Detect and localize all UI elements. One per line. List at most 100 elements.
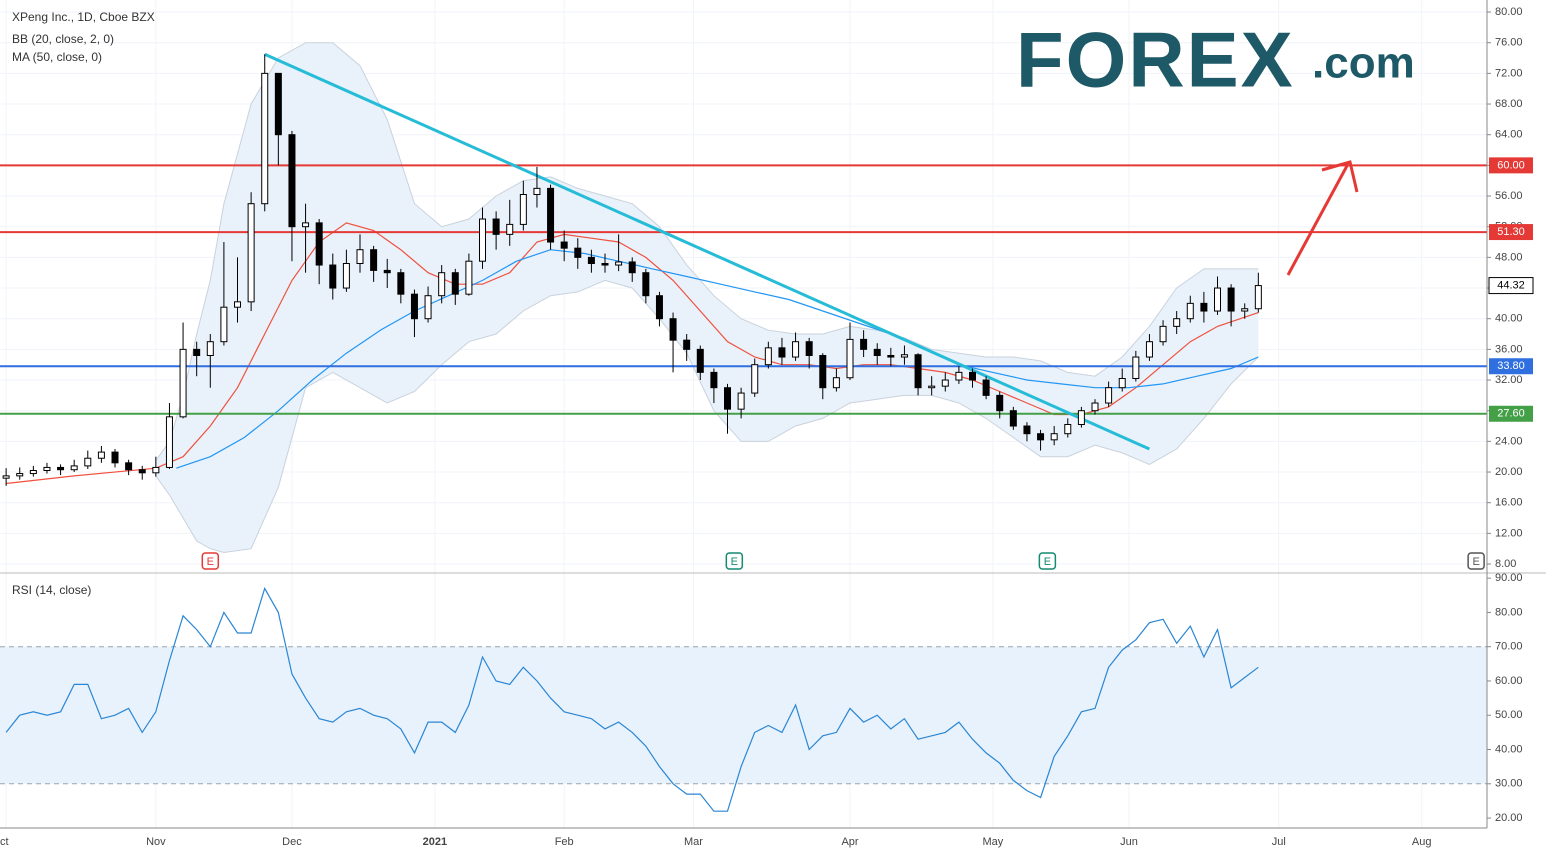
x-tick-label: Apr [841, 836, 858, 848]
candle-body [547, 187, 555, 243]
rsi-title: RSI (14, close) [12, 583, 91, 597]
candle-body [1118, 377, 1126, 389]
candle-body [1132, 356, 1140, 379]
candle-body [1091, 402, 1099, 412]
logo-suffix: .com [1312, 39, 1415, 88]
earnings-marker [201, 552, 220, 570]
level-label: 33.80 [1497, 360, 1525, 372]
candle-body [492, 218, 500, 235]
candle-body [1037, 433, 1045, 441]
candle-body [356, 249, 364, 264]
candle-body [955, 371, 963, 381]
y-tick-label: 40.00 [1495, 313, 1523, 325]
candle-body [737, 392, 745, 410]
candle-body [628, 261, 636, 274]
candle-body [642, 272, 650, 297]
y-tick-label: 24.00 [1495, 435, 1523, 447]
candle-body [2, 475, 10, 479]
candle-body [601, 262, 609, 266]
candle-body [179, 348, 187, 418]
candle-body [519, 193, 527, 225]
level-label: 51.30 [1497, 226, 1525, 238]
candle-body [70, 465, 78, 471]
candle-body [941, 379, 949, 387]
candle-body [996, 394, 1004, 412]
candle-body [683, 339, 691, 350]
candle-body [383, 269, 391, 274]
candle-body [29, 469, 37, 475]
candle-body [465, 260, 473, 295]
candle-body [206, 341, 214, 356]
y-tick-label: 48.00 [1495, 251, 1523, 263]
y-tick-label: 68.00 [1495, 98, 1523, 110]
candle-body [1145, 341, 1153, 358]
x-tick-label: 2021 [423, 836, 447, 848]
level-label-box [1489, 358, 1533, 375]
y-tick-label: 56.00 [1495, 190, 1523, 202]
x-tick-label: Jul [1272, 836, 1286, 848]
y-tick-label: 20.00 [1495, 812, 1523, 824]
candle-body [261, 72, 269, 205]
level-label: 27.60 [1497, 408, 1525, 420]
rsi-line [5, 586, 1259, 812]
candle-body [860, 338, 868, 350]
candle-body [928, 385, 936, 389]
candle-body [1009, 410, 1017, 427]
candle-body [1064, 423, 1072, 435]
x-tick-label: Nov [146, 836, 166, 848]
candle-body [288, 134, 296, 228]
candle-body [778, 347, 786, 358]
x-tick-label: Aug [1412, 836, 1432, 848]
last-price-box [1488, 277, 1534, 295]
candle-body [1200, 302, 1208, 312]
candle-body [315, 222, 323, 266]
candle-body [193, 348, 201, 356]
y-tick-label: 8.00 [1495, 558, 1516, 570]
candle-body [887, 354, 895, 358]
y-tick-label: 16.00 [1495, 497, 1523, 509]
level-label-box [1489, 157, 1533, 174]
earnings-label: E [1044, 556, 1051, 568]
candle-body [302, 222, 310, 228]
y-tick-label: 60.00 [1495, 675, 1523, 687]
candle-body [220, 306, 228, 343]
candle-body [805, 341, 813, 356]
x-tick-label: ct [0, 836, 9, 848]
candle-body [982, 379, 990, 396]
candle-body [97, 451, 105, 459]
x-tick-label: Mar [684, 836, 703, 848]
candle-body [111, 451, 119, 464]
candle-body [1173, 318, 1181, 327]
candle-body [1186, 302, 1194, 320]
candle-body [234, 301, 242, 308]
candle-body [1241, 308, 1249, 312]
level-label: 60.00 [1497, 159, 1525, 171]
candle-body [969, 371, 977, 381]
candle-body [410, 293, 418, 320]
candle-body [57, 466, 65, 471]
candle-body [1050, 433, 1058, 441]
candle-body [1159, 325, 1167, 343]
candle-body [84, 457, 92, 467]
candle-body [397, 272, 405, 295]
x-tick-label: Jun [1120, 836, 1138, 848]
chart-title: XPeng Inc., 1D, Cboe BZX [12, 10, 155, 24]
indicator-label: MA (50, close, 0) [12, 50, 102, 64]
level-label-box [1489, 224, 1533, 241]
level-label-box [1489, 405, 1533, 422]
y-tick-label: 80.00 [1495, 6, 1523, 18]
candle-body [479, 218, 487, 262]
logo: FOREX [1016, 16, 1295, 104]
candle-body [451, 272, 459, 295]
candle-body [125, 462, 133, 471]
earnings-marker [725, 552, 744, 570]
candle-body [1023, 425, 1031, 435]
candle-body [247, 203, 255, 303]
candle-body [274, 72, 282, 136]
candle-body [342, 262, 350, 289]
candle-body [1105, 387, 1113, 404]
bollinger-upper [155, 42, 1259, 461]
candle-body [165, 416, 173, 468]
